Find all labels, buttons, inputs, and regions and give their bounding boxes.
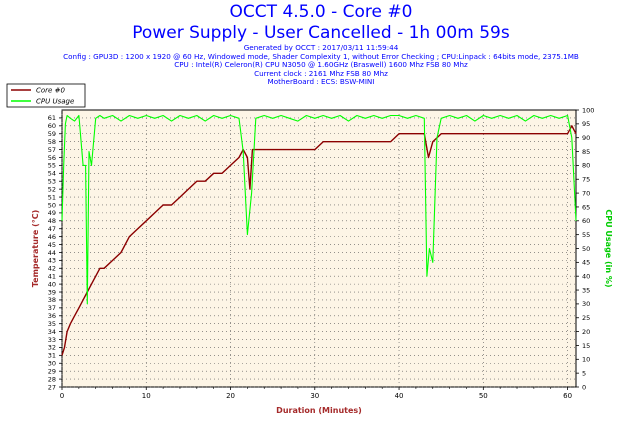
y-right-tick-label: 55 bbox=[582, 231, 590, 239]
legend-label-core0: Core #0 bbox=[36, 87, 65, 95]
y-left-tick-label: 43 bbox=[48, 257, 56, 265]
y-left-tick-label: 41 bbox=[48, 273, 56, 281]
x-tick-label: 0 bbox=[60, 392, 64, 400]
y-right-tick-label: 30 bbox=[582, 300, 590, 308]
chart-title: OCCT 4.5.0 - Core #0 bbox=[229, 2, 413, 22]
info-cpu: CPU : Intel(R) Celeron(R) CPU N3050 @ 1.… bbox=[174, 60, 468, 70]
y-left-tick-label: 61 bbox=[48, 114, 56, 122]
y-left-tick-label: 44 bbox=[48, 249, 56, 257]
y-left-tick-label: 52 bbox=[48, 185, 56, 193]
info-config: Config : GPU3D : 1200 x 1920 @ 60 Hz, Wi… bbox=[63, 51, 579, 61]
chart-subtitle: Power Supply - User Cancelled - 1h 00m 5… bbox=[132, 23, 510, 43]
y-right-tick-label: 95 bbox=[582, 120, 590, 128]
y-right-tick-label: 90 bbox=[582, 134, 590, 142]
y-left-tick-label: 45 bbox=[48, 241, 56, 249]
y-left-tick-label: 35 bbox=[48, 320, 56, 328]
series-line-cpu-usage bbox=[61, 114, 577, 305]
y-left-tick-label: 60 bbox=[48, 122, 56, 130]
y-right-tick-label: 100 bbox=[582, 106, 594, 114]
y-left-tick-label: 42 bbox=[48, 265, 56, 273]
y-left-tick-label: 55 bbox=[48, 162, 56, 170]
y-left-tick-label: 58 bbox=[48, 138, 56, 146]
y-left-tick-label: 53 bbox=[48, 178, 56, 186]
y-left-tick-label: 30 bbox=[48, 360, 56, 368]
series-line-core0 bbox=[61, 125, 577, 356]
y-right-tick-label: 85 bbox=[582, 148, 590, 156]
x-tick-label: 60 bbox=[563, 392, 572, 400]
y-right-tick-label: 45 bbox=[582, 259, 590, 267]
y-left-tick-label: 51 bbox=[48, 193, 56, 201]
y-left-tick-label: 48 bbox=[48, 217, 56, 225]
y-right-tick-label: 70 bbox=[582, 189, 590, 197]
y-left-tick-label: 38 bbox=[48, 296, 56, 304]
y-left-tick-label: 50 bbox=[48, 201, 56, 209]
x-tick-label: 20 bbox=[226, 392, 235, 400]
plot-area bbox=[61, 109, 577, 388]
y-right-tick-label: 65 bbox=[582, 203, 590, 211]
info-generated: Generated by OCCT : 2017/03/11 11:59:44 bbox=[243, 43, 399, 52]
y-right-tick-label: 10 bbox=[582, 356, 590, 364]
y-right-tick-label: 35 bbox=[582, 286, 590, 294]
x-tick-label: 40 bbox=[395, 392, 404, 400]
y-left-axis-label: Temperature (°C) bbox=[31, 210, 40, 288]
y-left-tick-label: 28 bbox=[48, 375, 56, 383]
y-right-tick-label: 50 bbox=[582, 245, 590, 253]
y-left-tick-label: 39 bbox=[48, 288, 56, 296]
y-right-tick-label: 80 bbox=[582, 162, 590, 170]
x-tick-label: 10 bbox=[142, 392, 151, 400]
y-right-tick-label: 75 bbox=[582, 176, 590, 184]
y-right-axis-label: CPU Usage (in %) bbox=[604, 209, 613, 287]
y-right-tick-label: 20 bbox=[582, 328, 590, 336]
y-right-tick-label: 15 bbox=[582, 342, 590, 350]
y-left-tick-label: 54 bbox=[48, 170, 56, 178]
y-left-tick-label: 46 bbox=[48, 233, 56, 241]
y-left-tick-label: 56 bbox=[48, 154, 56, 162]
y-left-tick-label: 37 bbox=[48, 304, 56, 312]
legend-label-cpu-usage: CPU Usage bbox=[36, 98, 74, 106]
y-right-tick-label: 5 bbox=[582, 369, 586, 377]
y-left-tick-label: 33 bbox=[48, 336, 56, 344]
y-left-tick-label: 57 bbox=[48, 146, 56, 154]
y-right-tick-label: 60 bbox=[582, 217, 590, 225]
y-left-tick-label: 27 bbox=[48, 383, 56, 391]
x-axis-label: Duration (Minutes) bbox=[276, 406, 362, 415]
y-right-tick-label: 0 bbox=[582, 383, 586, 391]
y-left-tick-label: 29 bbox=[48, 367, 56, 375]
info-clock: Current clock : 2161 Mhz FSB 80 Mhz bbox=[254, 68, 388, 78]
info-motherboard: MotherBoard : ECS: BSW-MINI bbox=[267, 77, 375, 87]
x-tick-label: 50 bbox=[479, 392, 488, 400]
y-left-tick-label: 59 bbox=[48, 130, 56, 138]
y-left-tick-label: 31 bbox=[48, 352, 56, 360]
y-left-tick-label: 32 bbox=[48, 344, 56, 352]
y-left-tick-label: 36 bbox=[48, 312, 56, 320]
y-left-tick-label: 47 bbox=[48, 225, 56, 233]
y-left-tick-label: 49 bbox=[48, 209, 56, 217]
x-tick-label: 30 bbox=[310, 392, 319, 400]
y-left-tick-label: 40 bbox=[48, 280, 56, 288]
y-left-tick-label: 34 bbox=[48, 328, 56, 336]
y-right-tick-label: 25 bbox=[582, 314, 590, 322]
y-right-tick-label: 40 bbox=[582, 273, 590, 281]
